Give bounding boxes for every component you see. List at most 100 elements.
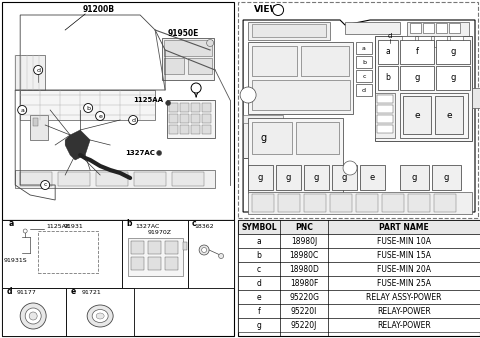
Text: 18362: 18362 xyxy=(194,224,214,230)
Circle shape xyxy=(343,161,357,175)
Text: FUSE-MIN 25A: FUSE-MIN 25A xyxy=(377,279,431,288)
Bar xyxy=(131,241,144,254)
Bar xyxy=(400,40,434,64)
Bar xyxy=(128,238,183,276)
Bar xyxy=(66,288,134,336)
Bar xyxy=(122,220,188,288)
Bar xyxy=(252,122,292,154)
Bar xyxy=(301,46,349,76)
Circle shape xyxy=(206,40,214,47)
Bar xyxy=(382,194,404,212)
Bar xyxy=(304,194,326,212)
Text: e: e xyxy=(98,114,102,119)
Circle shape xyxy=(23,229,27,233)
Bar xyxy=(248,192,472,214)
Bar xyxy=(450,36,463,47)
Bar xyxy=(58,172,90,186)
Bar xyxy=(148,257,161,270)
Bar xyxy=(248,118,343,193)
Text: VIEW: VIEW xyxy=(254,5,280,15)
Circle shape xyxy=(41,180,49,190)
Bar xyxy=(252,24,326,37)
Text: c: c xyxy=(192,219,197,228)
Bar xyxy=(407,22,469,44)
Bar xyxy=(238,220,480,336)
Bar xyxy=(472,88,480,108)
Bar xyxy=(20,172,52,186)
Bar xyxy=(436,66,470,90)
Text: SYMBOL: SYMBOL xyxy=(241,223,277,232)
Bar xyxy=(304,165,329,190)
Bar xyxy=(436,23,447,33)
Text: 18980C: 18980C xyxy=(289,251,319,260)
Text: b: b xyxy=(362,59,366,65)
Bar xyxy=(169,125,178,134)
Text: RELAY ASSY-POWER: RELAY ASSY-POWER xyxy=(366,293,442,302)
Bar xyxy=(375,36,472,141)
Text: RELAY-POWER: RELAY-POWER xyxy=(377,307,431,316)
Text: 1125AA: 1125AA xyxy=(133,97,163,103)
Circle shape xyxy=(84,103,93,113)
Text: d: d xyxy=(257,279,262,288)
Circle shape xyxy=(191,83,201,93)
Text: e: e xyxy=(414,111,420,120)
Bar xyxy=(432,165,461,190)
Bar xyxy=(332,165,357,190)
Bar xyxy=(183,242,187,250)
Circle shape xyxy=(218,254,224,259)
Polygon shape xyxy=(243,20,475,212)
Text: g: g xyxy=(313,172,319,182)
Text: d: d xyxy=(131,118,135,122)
Circle shape xyxy=(240,87,256,103)
Text: RELAY-POWER: RELAY-POWER xyxy=(377,321,431,330)
Bar xyxy=(403,96,431,134)
Text: b: b xyxy=(86,105,90,111)
Bar xyxy=(400,66,434,90)
Bar xyxy=(296,122,339,154)
Text: 91950E: 91950E xyxy=(168,28,199,38)
Text: f: f xyxy=(416,48,419,56)
Circle shape xyxy=(20,303,46,329)
Text: g: g xyxy=(414,73,420,82)
Bar xyxy=(148,241,161,254)
Text: d: d xyxy=(362,88,366,93)
Text: 1327AC: 1327AC xyxy=(135,224,159,230)
Ellipse shape xyxy=(92,310,108,322)
Text: e: e xyxy=(370,172,375,182)
Circle shape xyxy=(18,105,27,115)
Bar xyxy=(238,276,480,290)
Text: e: e xyxy=(257,293,262,302)
Polygon shape xyxy=(65,130,90,160)
Bar xyxy=(252,46,297,76)
Bar xyxy=(164,58,184,74)
Circle shape xyxy=(273,4,284,16)
Bar xyxy=(356,84,372,96)
Bar xyxy=(356,70,372,82)
Bar xyxy=(243,118,283,158)
Text: d: d xyxy=(36,68,40,72)
Bar xyxy=(2,2,234,220)
Bar xyxy=(248,165,273,190)
Text: c: c xyxy=(43,183,47,188)
Text: g: g xyxy=(411,172,417,182)
Bar xyxy=(434,36,447,47)
Circle shape xyxy=(129,116,138,124)
Text: b: b xyxy=(385,73,390,82)
Bar xyxy=(238,2,478,218)
Text: A: A xyxy=(276,7,281,13)
Bar xyxy=(20,90,155,120)
Text: f: f xyxy=(258,307,261,316)
Text: e: e xyxy=(446,111,452,120)
Bar xyxy=(252,194,274,212)
Text: 91177: 91177 xyxy=(16,290,36,294)
Bar xyxy=(434,194,456,212)
Text: g: g xyxy=(286,172,291,182)
Bar xyxy=(134,172,166,186)
Text: g: g xyxy=(450,73,456,82)
Bar xyxy=(188,58,212,74)
Bar xyxy=(278,194,300,212)
Bar xyxy=(131,257,144,270)
Text: c: c xyxy=(362,73,366,78)
Bar xyxy=(243,115,283,123)
Text: g: g xyxy=(257,172,263,182)
